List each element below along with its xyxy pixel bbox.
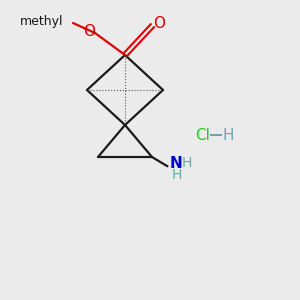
Text: H: H: [223, 128, 235, 142]
Text: methyl: methyl: [20, 14, 63, 28]
Text: H: H: [181, 156, 192, 170]
Text: Cl: Cl: [195, 128, 210, 142]
Text: O: O: [83, 23, 95, 38]
Text: N: N: [170, 156, 183, 171]
Text: O: O: [153, 16, 165, 32]
Text: H: H: [171, 168, 182, 182]
